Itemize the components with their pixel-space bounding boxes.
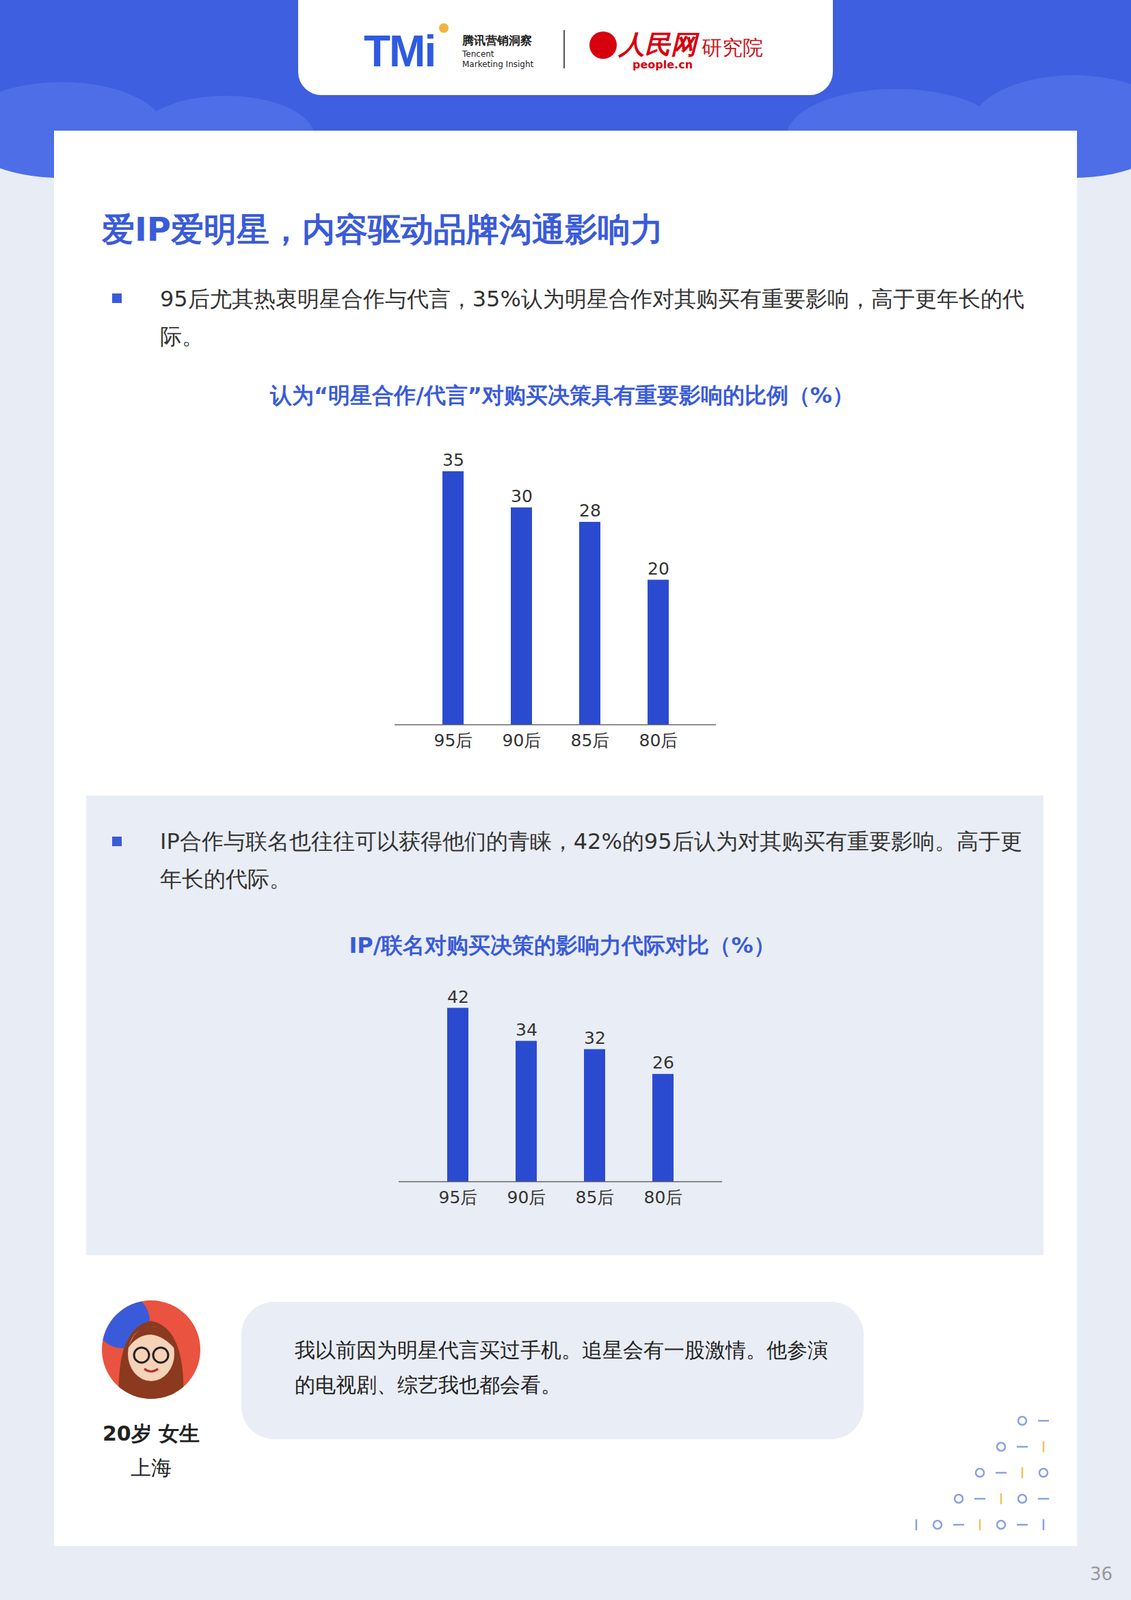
html-text:人民网: 人民网 xyxy=(618,28,697,60)
svg-text:90后: 90后 xyxy=(502,730,542,751)
html-text:36: 36 xyxy=(1089,1563,1113,1584)
html-text:我以前因为明星代言买过手机。追星会有一股激情。他参演: 我以前因为明星代言买过手机。追星会有一股激情。他参演 xyxy=(294,1337,829,1362)
svg-text:20: 20 xyxy=(647,558,670,579)
html-text:IP合作与联名也往往可以获得他们的青睐，42%的95后认为对: IP合作与联名也往往可以获得他们的青睐，42%的95后认为对其购买有重要影响。高… xyxy=(160,828,1023,892)
html-text:people.cn: people.cn xyxy=(632,58,693,72)
svg-text:42: 42 xyxy=(447,986,470,1007)
svg-text:95后: 95后 xyxy=(438,1187,478,1207)
svg-text:85后: 85后 xyxy=(575,1187,615,1207)
html-text:的电视剧、综艺我也都会看。: 的电视剧、综艺我也都会看。 xyxy=(294,1372,562,1397)
html-text:爱IP爱明星，内容驱动品牌沟通影响力: 爱IP爱明星，内容驱动品牌沟通影响力 xyxy=(101,209,664,249)
svg-text:90后: 90后 xyxy=(507,1187,547,1207)
svg-text:35: 35 xyxy=(442,449,465,470)
html-text:95后尤其热衷明星合作与代言，35%认为明星合作对其购买有重: 95后尤其热衷明星合作与代言，35%认为明星合作对其购买有重要影响，高于更年长的… xyxy=(160,285,1025,350)
html-text:认为“明星合作/代言”对购买决策具有重要影响的比例（%）: 认为“明星合作/代言”对购买决策具有重要影响的比例（%） xyxy=(270,382,854,409)
svg-text:34: 34 xyxy=(515,1019,538,1040)
html-text:上海: 上海 xyxy=(130,1455,172,1480)
svg-text:85后: 85后 xyxy=(570,730,610,751)
html-text:20岁 女生: 20岁 女生 xyxy=(102,1420,200,1445)
svg-text:32: 32 xyxy=(583,1027,606,1048)
svg-text:80后: 80后 xyxy=(644,1187,684,1207)
svg-text:95后: 95后 xyxy=(434,730,474,751)
html-text:研究院: 研究院 xyxy=(701,35,764,60)
svg-text:26: 26 xyxy=(652,1052,675,1073)
html-text:Tencent Marketing Insight: Tencent Marketing Insight xyxy=(462,49,534,70)
svg-text:30: 30 xyxy=(510,486,533,507)
svg-text:28: 28 xyxy=(579,500,602,521)
svg-text:80后: 80后 xyxy=(639,730,679,751)
html-text:腾讯营销洞察: 腾讯营销洞察 xyxy=(462,33,532,48)
html-text:IP/联名对购买决策的影响力代际对比（%）: IP/联名对购买决策的影响力代际对比（%） xyxy=(349,932,776,958)
html-text:TMi: TMi xyxy=(363,26,436,76)
